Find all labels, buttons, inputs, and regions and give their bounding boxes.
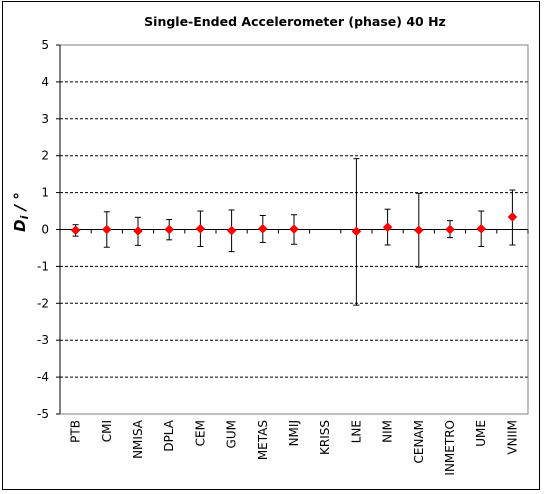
y-tick-label: -1 — [37, 259, 49, 273]
x-tick-label: UME — [474, 420, 488, 447]
x-tick-label: CENAM — [412, 420, 426, 464]
x-tick-label: NMISA — [131, 419, 145, 459]
data-point — [257, 223, 268, 234]
x-tick-label: CMI — [100, 420, 114, 442]
data-point — [413, 225, 424, 236]
x-tick-label: INMETRO — [443, 420, 457, 476]
data-point — [164, 224, 175, 235]
y-tick-label: 0 — [41, 223, 49, 237]
y-axis-label-sub: i — [18, 215, 31, 219]
y-tick-label: 4 — [41, 75, 49, 89]
chart-title: Single-Ended Accelerometer (phase) 40 Hz — [144, 14, 446, 29]
x-tick-label: METAS — [256, 420, 270, 460]
x-tick-label: PTB — [69, 420, 83, 443]
x-tick-label: NMIJ — [287, 420, 301, 446]
y-tick-label: 2 — [41, 149, 49, 163]
x-tick-label: KRISS — [318, 420, 332, 455]
x-tick-label: LNE — [349, 420, 363, 443]
y-tick-label: -2 — [37, 296, 49, 310]
data-point — [70, 225, 81, 236]
y-tick-label: -4 — [37, 370, 49, 384]
data-point — [226, 225, 237, 236]
plot-area: 5 4 3 2 1 0 -1 -2 -3 -4 -5 PTB CMI NMISA DPLA CEM GUM MET… — [37, 38, 529, 476]
data-point — [476, 223, 487, 234]
y-tick-label: 3 — [41, 112, 49, 126]
data-point — [133, 226, 143, 236]
y-tick-label: -3 — [37, 333, 49, 347]
y-tick-label: 5 — [41, 38, 49, 52]
x-tick-label: NIM — [381, 420, 395, 443]
data-point — [101, 224, 112, 235]
x-tick-label: CEM — [193, 420, 207, 446]
x-tick-label: DPLA — [162, 419, 176, 451]
data-point — [507, 212, 518, 222]
data-point — [351, 226, 362, 237]
y-axis-label: Di / ° — [11, 192, 31, 232]
y-axis-label-main: D — [11, 219, 29, 231]
y-tick-label: 1 — [41, 186, 49, 200]
y-tick-label: -5 — [37, 407, 49, 421]
data-point — [445, 224, 455, 235]
data-point — [382, 222, 393, 233]
data-point — [289, 224, 299, 234]
chart-frame — [2, 1, 540, 490]
y-axis-label-unit: / ° — [11, 192, 29, 215]
x-tick-label: GUM — [225, 420, 239, 448]
data-point — [195, 223, 206, 234]
x-tick-label: VNIIM — [505, 420, 519, 455]
